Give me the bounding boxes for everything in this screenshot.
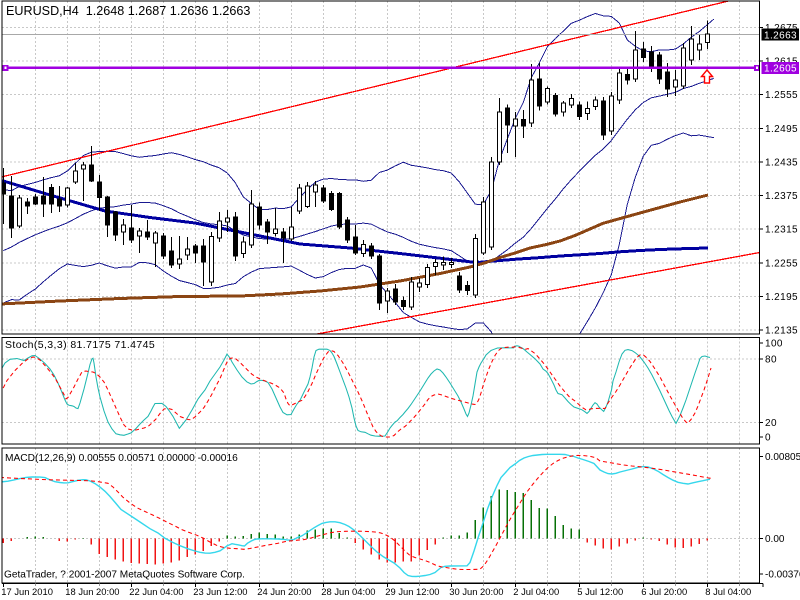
svg-text:23 Jun 12:00: 23 Jun 12:00 (193, 586, 247, 597)
svg-text:0: 0 (765, 433, 771, 444)
svg-text:6 Jul 20:00: 6 Jul 20:00 (641, 586, 687, 597)
svg-text:1.2605: 1.2605 (764, 64, 797, 75)
svg-text:29 Jun 12:00: 29 Jun 12:00 (385, 586, 439, 597)
svg-text:2 Jul 04:00: 2 Jul 04:00 (513, 586, 559, 597)
svg-text:24 Jun 20:00: 24 Jun 20:00 (257, 586, 311, 597)
svg-text:5 Jul 12:00: 5 Jul 12:00 (577, 586, 623, 597)
svg-text:1.2495: 1.2495 (765, 124, 798, 135)
svg-text:0.00805: 0.00805 (765, 452, 800, 463)
svg-text:22 Jun 04:00: 22 Jun 04:00 (129, 586, 183, 597)
svg-text:1.2663: 1.2663 (764, 30, 797, 41)
svg-text:1.2315: 1.2315 (765, 225, 798, 236)
svg-text:MACD(12,26,9) 0.00555 0.00571: MACD(12,26,9) 0.00555 0.00571 0.00000 -0… (5, 453, 238, 464)
svg-text:20: 20 (765, 418, 777, 429)
svg-text:80: 80 (765, 354, 777, 365)
svg-text:1.2255: 1.2255 (765, 258, 798, 269)
svg-text:1.2435: 1.2435 (765, 157, 798, 168)
svg-text:8 Jul 04:00: 8 Jul 04:00 (705, 586, 751, 597)
svg-text:18 Jun 20:00: 18 Jun 20:00 (65, 586, 119, 597)
svg-text:EURUSD,H4 1.2648 1.2687 1.263: EURUSD,H4 1.2648 1.2687 1.2636 1.2663 (6, 4, 250, 18)
svg-text:1.2375: 1.2375 (765, 191, 798, 202)
svg-text:1.2555: 1.2555 (765, 90, 798, 101)
svg-text:28 Jun 04:00: 28 Jun 04:00 (321, 586, 375, 597)
svg-text:1.2195: 1.2195 (765, 292, 798, 303)
svg-text:0.00: 0.00 (765, 534, 785, 545)
svg-text:1.2135: 1.2135 (765, 326, 798, 337)
svg-text:Stoch(5,3,3) 81.7175 71.4745: Stoch(5,3,3) 81.7175 71.4745 (5, 339, 155, 351)
svg-text:100: 100 (765, 339, 783, 350)
svg-text:1.2675: 1.2675 (765, 23, 798, 34)
svg-text:30 Jun 20:00: 30 Jun 20:00 (449, 586, 503, 597)
svg-text:GetaTrader, ? 2001-2007 MetaQu: GetaTrader, ? 2001-2007 MetaQuotes Softw… (4, 570, 245, 581)
svg-text:-0.00376: -0.00376 (765, 570, 800, 581)
svg-text:17 Jun 2010: 17 Jun 2010 (1, 586, 53, 597)
